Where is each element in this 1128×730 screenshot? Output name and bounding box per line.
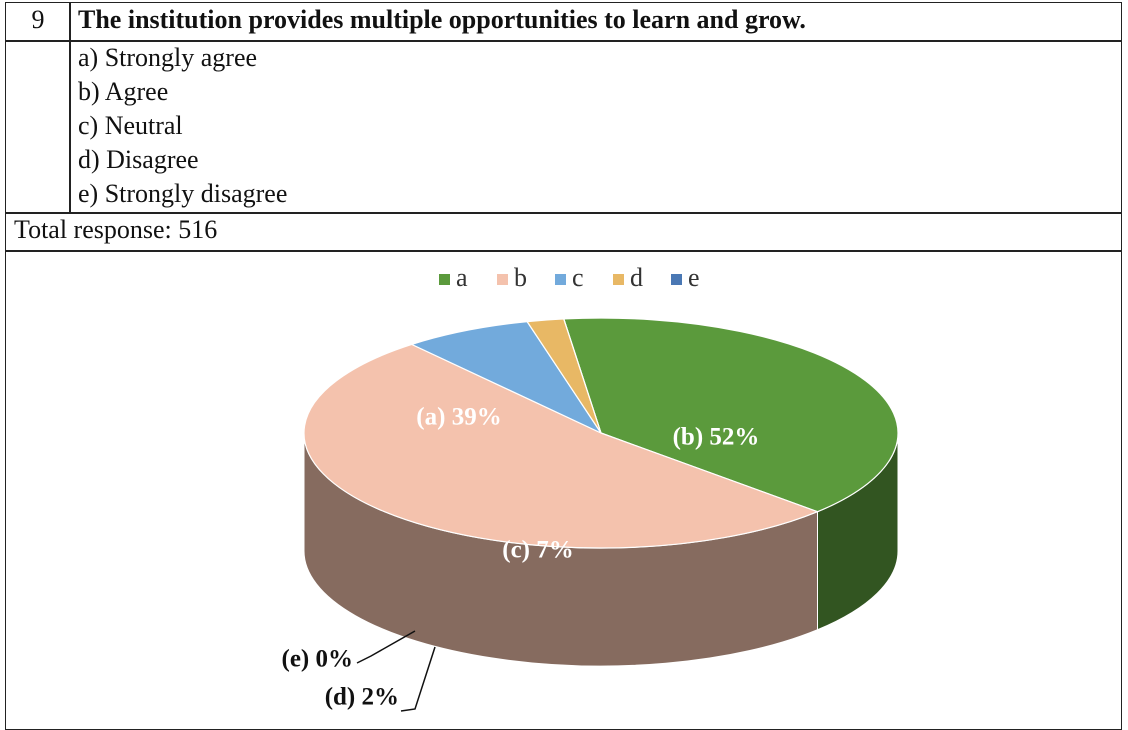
legend-label: e — [688, 263, 700, 292]
pie-slice — [410, 320, 603, 435]
option: c) Neutral — [78, 111, 183, 140]
pie-slice — [303, 343, 820, 549]
option: b) Agree — [78, 77, 169, 106]
legend-swatch — [613, 274, 624, 285]
question-number: 9 — [5, 2, 71, 42]
leader-line — [356, 630, 416, 664]
legend-label: a — [456, 263, 468, 292]
option: a) Strongly agree — [78, 43, 258, 72]
data-label: (e) 0% — [282, 646, 354, 673]
blank-cell — [5, 40, 71, 214]
question-text: The institution provides multiple opport… — [69, 2, 1122, 42]
pie-slice — [562, 317, 899, 513]
option: d) Disagree — [78, 145, 199, 174]
total-response: Total response: 516 — [5, 212, 1122, 252]
legend-swatch — [555, 274, 566, 285]
pie-slice — [526, 318, 602, 434]
legend-label: d — [630, 263, 643, 292]
data-label: (b) 52% — [673, 424, 760, 451]
chart-cell: (a) 39% (b) 52% (c) 7% (d) 2% (e) 0% a b c d e — [5, 250, 1122, 730]
legend-swatch — [439, 274, 450, 285]
options: a) Strongly agree b) Agree c) Neutral d) Di… — [69, 40, 1122, 214]
data-label: (d) 2% — [325, 684, 399, 711]
chart: (a) 39% (b) 52% (c) 7% (d) 2% (e) 0% a b c d e — [282, 263, 899, 712]
leader-line — [400, 646, 436, 712]
legend-swatch — [497, 274, 508, 285]
data-label: (c) 7% — [502, 537, 574, 564]
legend-label: c — [572, 263, 584, 292]
data-label: (a) 39% — [416, 404, 501, 431]
legend-swatch — [671, 274, 682, 285]
legend-label: b — [514, 263, 527, 292]
option: e) Strongly disagree — [78, 179, 288, 208]
